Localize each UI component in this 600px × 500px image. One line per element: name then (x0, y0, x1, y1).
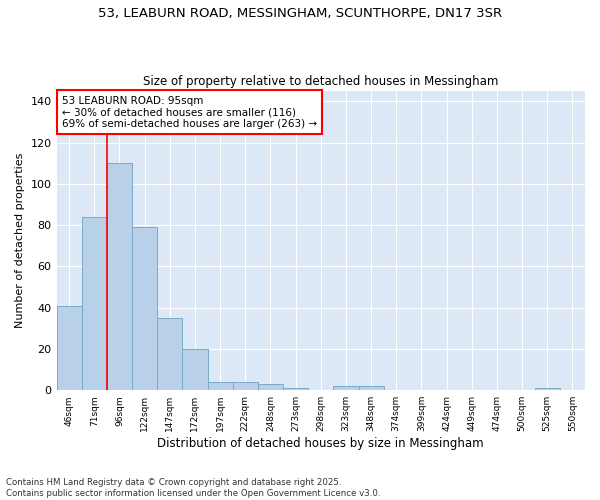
Bar (132, 227, 157, 390)
Bar (208, 382, 233, 390)
Bar (535, 388, 560, 390)
Text: 53 LEABURN ROAD: 95sqm
← 30% of detached houses are smaller (116)
69% of semi-de: 53 LEABURN ROAD: 95sqm ← 30% of detached… (62, 96, 317, 128)
Bar (157, 318, 182, 390)
X-axis label: Distribution of detached houses by size in Messingham: Distribution of detached houses by size … (157, 437, 484, 450)
Bar (233, 382, 258, 390)
Bar (107, 164, 132, 390)
Bar (334, 386, 359, 390)
Bar (258, 384, 283, 390)
Y-axis label: Number of detached properties: Number of detached properties (15, 153, 25, 328)
Text: Contains HM Land Registry data © Crown copyright and database right 2025.
Contai: Contains HM Land Registry data © Crown c… (6, 478, 380, 498)
Bar (182, 349, 208, 390)
Bar (82, 217, 107, 390)
Bar (359, 386, 383, 390)
Bar (283, 388, 308, 390)
Title: Size of property relative to detached houses in Messingham: Size of property relative to detached ho… (143, 76, 499, 88)
Text: 53, LEABURN ROAD, MESSINGHAM, SCUNTHORPE, DN17 3SR: 53, LEABURN ROAD, MESSINGHAM, SCUNTHORPE… (98, 8, 502, 20)
Bar (56, 306, 82, 390)
